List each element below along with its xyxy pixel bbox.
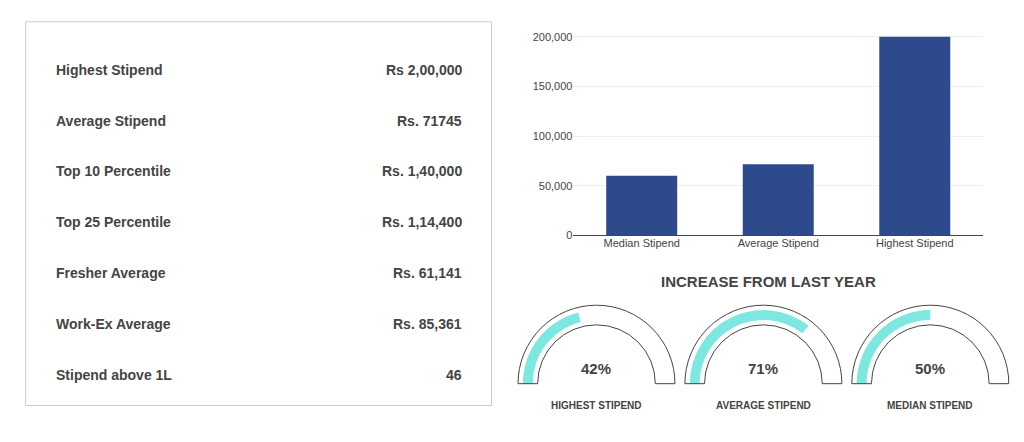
- svg-text:46: 46: [446, 367, 462, 383]
- svg-text:50%: 50%: [915, 360, 945, 377]
- svg-text:42%: 42%: [581, 360, 611, 377]
- svg-text:Median Stipend: Median Stipend: [603, 237, 679, 249]
- svg-text:Average Stipend: Average Stipend: [56, 113, 166, 129]
- svg-text:0: 0: [566, 229, 572, 241]
- svg-text:Average Stipend: Average Stipend: [738, 237, 819, 249]
- svg-text:Stipend above 1L: Stipend above 1L: [56, 367, 172, 383]
- svg-text:HIGHEST STIPEND: HIGHEST STIPEND: [551, 400, 642, 411]
- svg-text:Highest Stipend: Highest Stipend: [876, 237, 954, 249]
- svg-text:MEDIAN STIPEND: MEDIAN STIPEND: [887, 400, 973, 411]
- svg-text:Work-Ex Average: Work-Ex Average: [56, 316, 171, 332]
- svg-text:Rs. 1,40,000: Rs. 1,40,000: [382, 163, 462, 179]
- svg-text:Fresher Average: Fresher Average: [56, 265, 166, 281]
- svg-text:AVERAGE STIPEND: AVERAGE STIPEND: [716, 400, 811, 411]
- svg-text:Rs. 85,361: Rs. 85,361: [393, 316, 462, 332]
- svg-text:Rs. 71745: Rs. 71745: [397, 113, 462, 129]
- svg-text:200,000: 200,000: [533, 31, 573, 43]
- svg-text:150,000: 150,000: [533, 80, 573, 92]
- svg-text:Rs. 61,141: Rs. 61,141: [393, 265, 462, 281]
- svg-text:50,000: 50,000: [539, 180, 573, 192]
- svg-text:Top 25 Percentile: Top 25 Percentile: [56, 214, 171, 230]
- svg-text:71%: 71%: [748, 360, 778, 377]
- svg-text:INCREASE FROM LAST YEAR: INCREASE FROM LAST YEAR: [661, 273, 876, 290]
- svg-text:100,000: 100,000: [533, 130, 573, 142]
- svg-text:Rs 2,00,000: Rs 2,00,000: [386, 62, 462, 78]
- svg-text:Rs. 1,14,400: Rs. 1,14,400: [382, 214, 462, 230]
- svg-text:Highest Stipend: Highest Stipend: [56, 62, 163, 78]
- svg-text:Top 10 Percentile: Top 10 Percentile: [56, 163, 171, 179]
